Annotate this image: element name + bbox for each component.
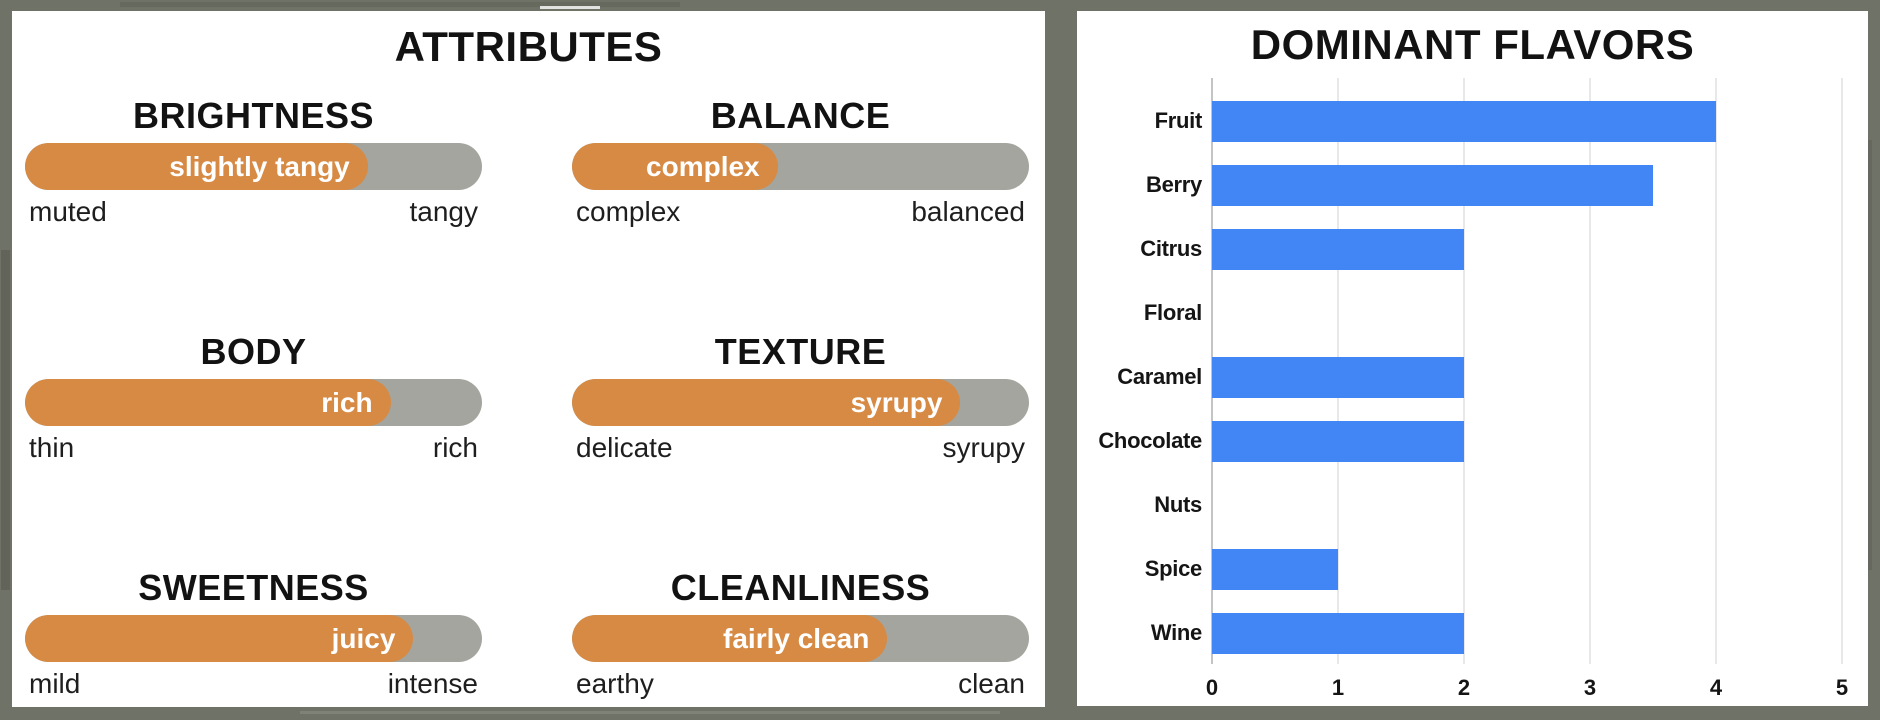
scale-max-label: tangy: [409, 196, 479, 227]
attribute-name: BODY: [200, 331, 307, 372]
brush-stroke: [540, 6, 600, 9]
chart-row: Nuts: [1077, 473, 1868, 537]
attribute-name: CLEANLINESS: [670, 567, 931, 608]
x-tick-label: 5: [1835, 675, 1849, 700]
attribute-name: SWEETNESS: [138, 567, 369, 608]
scale-min-label: thin: [29, 432, 75, 463]
scale-min-label: earthy: [576, 668, 654, 699]
flavor-label: Berry: [1146, 172, 1202, 197]
chart-gridline: [1589, 78, 1591, 664]
attribute-scale: complex balanced: [572, 196, 1029, 228]
attribute-value-label: syrupy: [850, 386, 943, 418]
attribute-scale: muted tangy: [25, 196, 482, 228]
scale-max-label: rich: [432, 432, 478, 463]
flavor-label: Fruit: [1154, 108, 1203, 133]
attribute-slider-fill: rich: [25, 379, 391, 426]
x-tick-label: 3: [1583, 675, 1597, 700]
dominant-flavors-bar-chart: Fruit Berry Citrus Floral Caramel Chocol…: [1077, 11, 1868, 706]
scale-min-label: mild: [29, 668, 81, 699]
scale-min-label: muted: [29, 196, 107, 227]
scale-min-label: delicate: [576, 432, 673, 463]
chart-row: Caramel: [1077, 345, 1868, 409]
attribute-slider-track: rich: [25, 379, 482, 426]
x-tick-label: 4: [1709, 675, 1723, 700]
attribute-slider-track: fairly clean: [572, 615, 1029, 662]
attribute-name: BALANCE: [710, 95, 891, 136]
flavor-label: Caramel: [1117, 364, 1202, 389]
attributes-grid: BRIGHTNESS slightly tangy muted tangy BA…: [25, 97, 1029, 707]
flavor-label: Floral: [1143, 300, 1202, 325]
attribute-slider-track: slightly tangy: [25, 143, 482, 190]
flavor-bar: [1212, 356, 1464, 398]
attribute-scale: delicate syrupy: [572, 432, 1029, 464]
attribute-value-label: juicy: [331, 622, 396, 654]
attribute-slider-fill: complex: [572, 143, 778, 190]
x-tick-label: 1: [1331, 675, 1345, 700]
dominant-flavors-panel: DOMINANT FLAVORS Fruit Berry Citrus Flor…: [1077, 11, 1868, 706]
scale-max-label: syrupy: [942, 432, 1025, 463]
flavor-bar: [1212, 100, 1716, 142]
attribute-block: SWEETNESS juicy mild intense: [25, 569, 482, 707]
x-tick-label: 0: [1205, 675, 1219, 700]
chart-gridline: [1715, 78, 1717, 664]
chart-row: Citrus: [1077, 217, 1868, 281]
scale-min-label: complex: [576, 196, 681, 227]
attribute-scale: thin rich: [25, 432, 482, 464]
attribute-value-label: fairly clean: [723, 622, 870, 654]
attribute-value-label: rich: [321, 386, 373, 418]
chart-title: DOMINANT FLAVORS: [1250, 21, 1695, 68]
flavor-bar: [1212, 420, 1464, 462]
chart-row: Spice: [1077, 537, 1868, 601]
attribute-slider-track: syrupy: [572, 379, 1029, 426]
attribute-scale: mild intense: [25, 668, 482, 700]
attribute-slider-fill: slightly tangy: [25, 143, 368, 190]
brush-stroke: [1, 250, 10, 590]
flavor-bar: [1212, 228, 1464, 270]
attributes-panel: ATTRIBUTES BRIGHTNESS slightly tangy mut…: [12, 11, 1045, 707]
attribute-scale: earthy clean: [572, 668, 1029, 700]
flavor-bar: [1212, 164, 1653, 206]
chart-row: Floral: [1077, 281, 1868, 345]
attribute-block: BRIGHTNESS slightly tangy muted tangy: [25, 97, 482, 235]
attribute-slider-fill: fairly clean: [572, 615, 888, 662]
attribute-block: BODY rich thin rich: [25, 333, 482, 471]
chart-rows: Fruit Berry Citrus Floral Caramel Chocol…: [1077, 89, 1868, 665]
attribute-name: TEXTURE: [714, 331, 887, 372]
attribute-value-label: complex: [646, 150, 760, 182]
scale-max-label: intense: [387, 668, 478, 699]
attribute-block: TEXTURE syrupy delicate syrupy: [572, 333, 1029, 471]
flavor-label: Wine: [1150, 620, 1202, 645]
attribute-slider-track: complex: [572, 143, 1029, 190]
scale-max-label: clean: [958, 668, 1025, 699]
attribute-block: CLEANLINESS fairly clean earthy clean: [572, 569, 1029, 707]
brush-stroke: [300, 711, 1000, 714]
chart-row: Wine: [1077, 601, 1868, 665]
x-tick-label: 2: [1457, 675, 1471, 700]
chart-row: Berry: [1077, 153, 1868, 217]
scale-max-label: balanced: [911, 196, 1025, 227]
chart-gridline: [1841, 78, 1843, 664]
flavor-label: Citrus: [1140, 236, 1202, 261]
attribute-block: BALANCE complex complex balanced: [572, 97, 1029, 235]
flavor-label: Chocolate: [1098, 428, 1202, 453]
flavor-bar: [1212, 612, 1464, 654]
attributes-title: ATTRIBUTES: [394, 23, 663, 70]
chart-gridline: [1463, 78, 1465, 664]
attribute-slider-fill: juicy: [25, 615, 414, 662]
chart-row: Fruit: [1077, 89, 1868, 153]
attribute-slider-track: juicy: [25, 615, 482, 662]
attribute-value-label: slightly tangy: [169, 150, 350, 182]
flavor-label: Nuts: [1154, 492, 1202, 517]
attribute-name: BRIGHTNESS: [132, 95, 375, 136]
flavor-bar: [1212, 548, 1338, 590]
brush-stroke: [120, 2, 680, 7]
flavor-label: Spice: [1144, 556, 1203, 581]
attribute-slider-fill: syrupy: [572, 379, 961, 426]
chart-row: Chocolate: [1077, 409, 1868, 473]
